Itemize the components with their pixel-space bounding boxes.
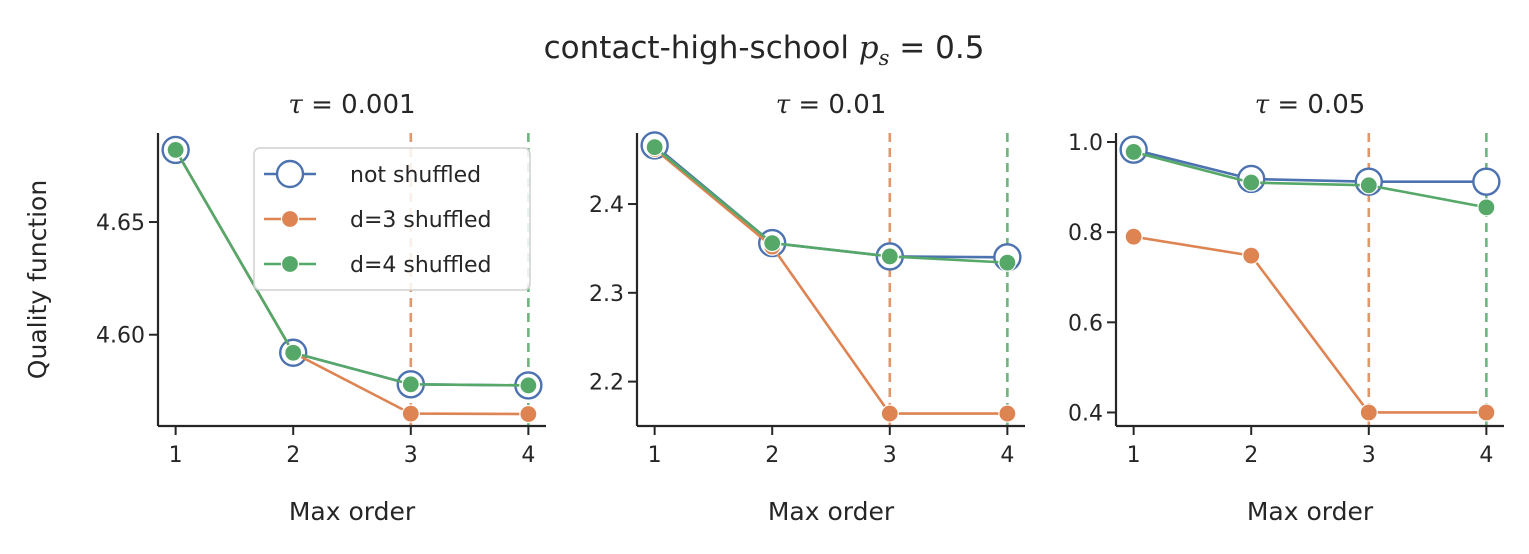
data-point bbox=[880, 404, 899, 423]
data-point bbox=[645, 138, 664, 157]
data-point bbox=[401, 404, 420, 423]
legend: not shuffled d=3 shuffled d=4 shuffled bbox=[253, 147, 531, 291]
y-tick-label: 0.6 bbox=[1068, 311, 1103, 336]
figure-title-math-rest: = 0.5 bbox=[889, 30, 984, 66]
x-tick-label: 4 bbox=[1000, 443, 1014, 468]
chart-panel-2: 1 2 3 4 2.2 2.3 2.4 Max order τ = 0.01 bbox=[589, 90, 1025, 526]
legend-label: not shuffled bbox=[350, 163, 481, 188]
legend-label: d=4 shuffled bbox=[350, 253, 492, 278]
series-line bbox=[653, 147, 1008, 415]
x-tick-label: 2 bbox=[1244, 443, 1258, 468]
data-point bbox=[1242, 246, 1261, 265]
figure-title: contact-high-school ps = 0.5 bbox=[544, 30, 985, 70]
panel-title-symbol: τ bbox=[1255, 90, 1270, 120]
data-point bbox=[401, 375, 420, 394]
x-tick-label: 2 bbox=[765, 443, 779, 468]
x-axis-label: Max order bbox=[289, 497, 416, 526]
panel-title: τ = 0.001 bbox=[288, 90, 415, 120]
panels: 1 2 3 4 4.60 4.65 Max order Quality function τ =… bbox=[23, 90, 1504, 526]
legend-marker-open bbox=[275, 159, 305, 189]
y-tick-label: 1.0 bbox=[1068, 131, 1103, 156]
y-tick-label: 0.8 bbox=[1068, 221, 1103, 246]
legend-label: d=3 shuffled bbox=[350, 208, 492, 233]
x-tick-label: 3 bbox=[883, 443, 897, 468]
legend-marker bbox=[280, 209, 300, 229]
data-point bbox=[998, 404, 1017, 423]
legend-marker bbox=[280, 254, 300, 274]
y-tick-label: 2.4 bbox=[589, 193, 624, 218]
series-line bbox=[174, 149, 529, 387]
y-tick-label: 4.65 bbox=[96, 211, 145, 236]
x-tick-label: 2 bbox=[286, 443, 300, 468]
x-axis-label: Max order bbox=[1247, 497, 1374, 526]
data-point bbox=[763, 233, 782, 253]
series-line bbox=[653, 146, 1008, 264]
series-line bbox=[1133, 235, 1487, 414]
data-point-open bbox=[1472, 167, 1501, 196]
data-point bbox=[1359, 176, 1378, 195]
legend-item: d=4 shuffled bbox=[264, 253, 492, 278]
data-point bbox=[998, 253, 1017, 272]
x-tick-label: 1 bbox=[648, 443, 662, 468]
data-point bbox=[519, 404, 538, 424]
data-point bbox=[1242, 173, 1261, 192]
legend-item: d=3 shuffled bbox=[264, 208, 492, 233]
panel-title-value: = 0.01 bbox=[790, 90, 886, 120]
data-point bbox=[880, 247, 899, 266]
data-point bbox=[519, 376, 538, 395]
data-point bbox=[1124, 142, 1143, 162]
panel-title: τ = 0.01 bbox=[776, 90, 887, 120]
chart-panel-1: 1 2 3 4 4.60 4.65 Max order Quality function τ =… bbox=[23, 90, 546, 526]
figure-title-math-sub: s bbox=[879, 46, 890, 70]
panel-title-symbol: τ bbox=[776, 90, 791, 120]
panel-title: τ = 0.05 bbox=[1255, 90, 1366, 120]
chart-panel-3: 1 2 3 4 0.4 0.6 0.8 1.0 Max order τ = 0.05 bbox=[1068, 90, 1504, 526]
series-line bbox=[1133, 148, 1487, 183]
series-line bbox=[653, 144, 1008, 259]
figure-title-math-var: p bbox=[859, 30, 879, 66]
x-tick-label: 3 bbox=[1362, 443, 1376, 468]
x-tick-label: 1 bbox=[169, 443, 183, 468]
panel-title-symbol: τ bbox=[288, 90, 303, 120]
x-tick-label: 1 bbox=[1127, 443, 1141, 468]
series-line bbox=[1133, 150, 1487, 209]
data-point bbox=[284, 343, 303, 362]
y-tick-label: 2.2 bbox=[589, 371, 624, 396]
data-point bbox=[166, 140, 185, 160]
legend-item: not shuffled bbox=[264, 159, 481, 189]
data-point bbox=[1477, 198, 1496, 217]
x-tick-label: 3 bbox=[404, 443, 418, 468]
panel-title-value: = 0.001 bbox=[303, 90, 416, 120]
panel-title-value: = 0.05 bbox=[1269, 90, 1365, 120]
x-axis-label: Max order bbox=[768, 497, 895, 526]
data-point bbox=[1124, 227, 1143, 246]
y-axis-label: Quality function bbox=[23, 180, 52, 379]
figure-title-text: contact-high-school bbox=[544, 30, 849, 66]
y-tick-label: 2.3 bbox=[589, 282, 624, 307]
data-point bbox=[1477, 403, 1496, 422]
data-point bbox=[1359, 403, 1378, 422]
y-tick-label: 4.60 bbox=[96, 324, 145, 349]
legend-box bbox=[253, 147, 531, 291]
x-tick-label: 4 bbox=[521, 443, 535, 468]
x-tick-label: 4 bbox=[1479, 443, 1493, 468]
y-tick-label: 0.4 bbox=[1068, 401, 1103, 426]
